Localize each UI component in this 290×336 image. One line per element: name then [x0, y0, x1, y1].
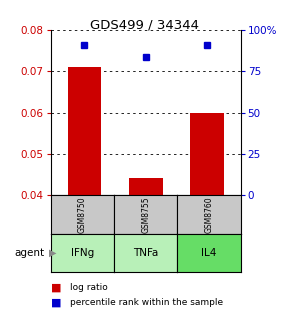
Text: IL4: IL4 — [201, 248, 217, 258]
Text: GSM8750: GSM8750 — [78, 196, 87, 233]
Text: TNFa: TNFa — [133, 248, 158, 258]
Text: percentile rank within the sample: percentile rank within the sample — [70, 298, 223, 307]
Text: GSM8760: GSM8760 — [204, 196, 213, 233]
Text: GSM8755: GSM8755 — [141, 196, 150, 233]
Text: agent: agent — [15, 248, 45, 258]
Text: ■: ■ — [51, 282, 61, 292]
Bar — [190, 113, 224, 195]
Text: GDS499 / 34344: GDS499 / 34344 — [90, 18, 200, 32]
Text: ■: ■ — [51, 297, 61, 307]
Bar — [129, 178, 163, 195]
Text: ▶: ▶ — [49, 248, 57, 258]
Bar — [68, 67, 101, 195]
Text: IFNg: IFNg — [71, 248, 94, 258]
Text: log ratio: log ratio — [70, 283, 107, 292]
